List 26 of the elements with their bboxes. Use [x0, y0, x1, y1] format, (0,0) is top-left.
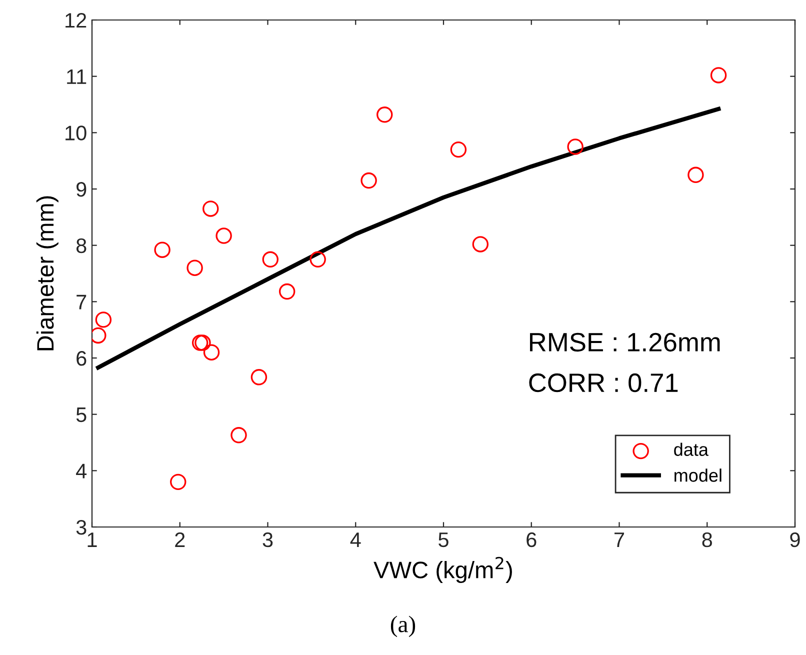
y-tick-label: 11: [67, 70, 86, 84]
x-tick-label: 7: [614, 532, 624, 547]
text: (a): [390, 616, 416, 638]
legend-label: data: [674, 442, 708, 456]
x-tick-label: 2: [175, 532, 185, 547]
x-tick-label: 1: [88, 532, 97, 547]
annotation: CORR : 0.71: [529, 373, 678, 392]
y-tick-label: 5: [76, 408, 86, 422]
x-tick-label: 5: [438, 532, 448, 548]
x-tick-label: 4: [350, 532, 361, 547]
y-tick-label: 8: [76, 238, 86, 254]
legend-label: model: [674, 468, 722, 482]
y-tick-label: 12: [66, 13, 86, 28]
y-tick-label: 9: [76, 182, 86, 197]
x-tick-label: 3: [262, 532, 273, 548]
x-tick-label: 6: [526, 532, 536, 548]
y-tick-label: 6: [76, 351, 86, 366]
x-tick-label: 9: [790, 532, 800, 548]
y-tick-label: 3: [76, 520, 86, 535]
y-axis-title: Diameter (mm): [36, 196, 58, 350]
x-tick-label: 8: [702, 532, 712, 548]
y-tick-label: 4: [76, 464, 87, 478]
y-tick-label: 7: [76, 294, 86, 310]
x-axis-title: VWC (kg/m$^{2}$): [374, 556, 512, 584]
annotation: RMSE : 1.26mm: [530, 332, 720, 352]
y-tick-label: 10: [66, 126, 86, 140]
